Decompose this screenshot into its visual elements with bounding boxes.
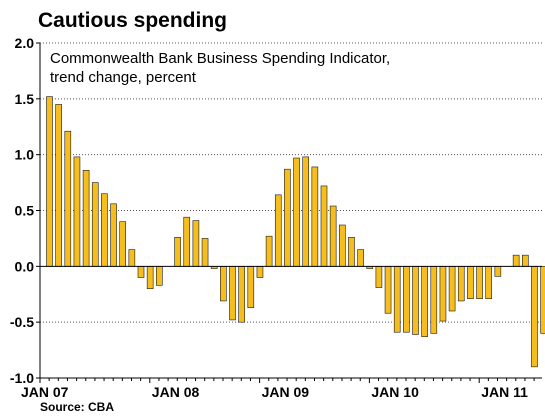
- bar: [274, 194, 282, 267]
- bar: [192, 220, 200, 267]
- bar: [403, 266, 410, 333]
- bar: [302, 156, 310, 267]
- chart-subtitle: Commonwealth Bank Business Spending Indi…: [50, 49, 430, 87]
- bar: [439, 266, 447, 322]
- bar: [521, 254, 529, 267]
- bar: [73, 156, 81, 267]
- bar: [284, 168, 291, 267]
- bar: [238, 266, 245, 323]
- bar: [128, 249, 136, 267]
- bar: [467, 266, 474, 300]
- bar: [384, 266, 392, 314]
- source-note: Source: CBA: [40, 400, 115, 414]
- x-tick-label: JAN 11: [481, 384, 528, 400]
- bar: [540, 266, 545, 334]
- bar: [256, 266, 264, 278]
- bar: [448, 266, 456, 312]
- x-tick-label: JAN 10: [371, 384, 419, 400]
- bar: [183, 216, 191, 267]
- y-tick-label: 0.5: [15, 203, 35, 219]
- bar: [101, 193, 108, 267]
- bar: [55, 104, 62, 267]
- bar: [320, 185, 328, 267]
- bar: [311, 166, 319, 267]
- bar: [476, 266, 483, 300]
- axes: [36, 42, 542, 383]
- bar: [46, 96, 53, 267]
- subtitle-line-1: Commonwealth Bank Business Spending Indi…: [50, 50, 391, 67]
- bar: [494, 266, 502, 277]
- bar: [137, 266, 145, 278]
- y-tick-label: 1.0: [15, 147, 35, 163]
- y-tick-label: 2.0: [15, 35, 35, 51]
- bar: [64, 130, 72, 267]
- bar: [412, 266, 419, 335]
- bar: [229, 266, 236, 321]
- y-axis-tick-labels: 2.0 1.5 1.0 0.5 0.0 -0.5 -1.0: [10, 35, 34, 386]
- bar: [156, 266, 163, 286]
- bar: [110, 203, 117, 267]
- y-tick-label: 0.0: [15, 258, 35, 274]
- bar: [174, 237, 181, 267]
- y-tick-label: 1.5: [15, 91, 35, 107]
- x-tick-label: JAN 08: [152, 384, 200, 400]
- bar: [457, 266, 465, 302]
- bar: [512, 254, 520, 267]
- bar: [293, 157, 300, 267]
- bar: [82, 170, 90, 267]
- bar: [201, 238, 209, 267]
- bar: [393, 266, 401, 333]
- x-axis-tick-labels: JAN 07 JAN 08 JAN 09 JAN 10 JAN 11: [21, 384, 528, 400]
- y-tick-label: -0.5: [10, 314, 34, 330]
- subtitle-line-2: trend change, percent: [50, 69, 196, 86]
- chart-title: Cautious spending: [38, 9, 227, 32]
- bar: [329, 205, 337, 267]
- bar: [265, 235, 273, 267]
- bar-series: [46, 96, 545, 368]
- bar: [430, 266, 438, 334]
- bar: [348, 237, 355, 267]
- y-tick-label: -1.0: [10, 370, 34, 386]
- bar: [531, 266, 538, 368]
- bar: [119, 221, 126, 267]
- bar: [338, 224, 346, 267]
- x-tick-label: JAN 09: [262, 384, 310, 400]
- bar: [485, 266, 493, 300]
- bar: [421, 266, 428, 337]
- x-tick-label: JAN 07: [21, 384, 69, 400]
- bar: [375, 266, 383, 288]
- bar: [247, 266, 255, 308]
- bar: [146, 266, 154, 289]
- bar: [357, 249, 364, 267]
- gridlines: [40, 42, 542, 323]
- bar: [91, 182, 99, 267]
- bar: [220, 266, 227, 302]
